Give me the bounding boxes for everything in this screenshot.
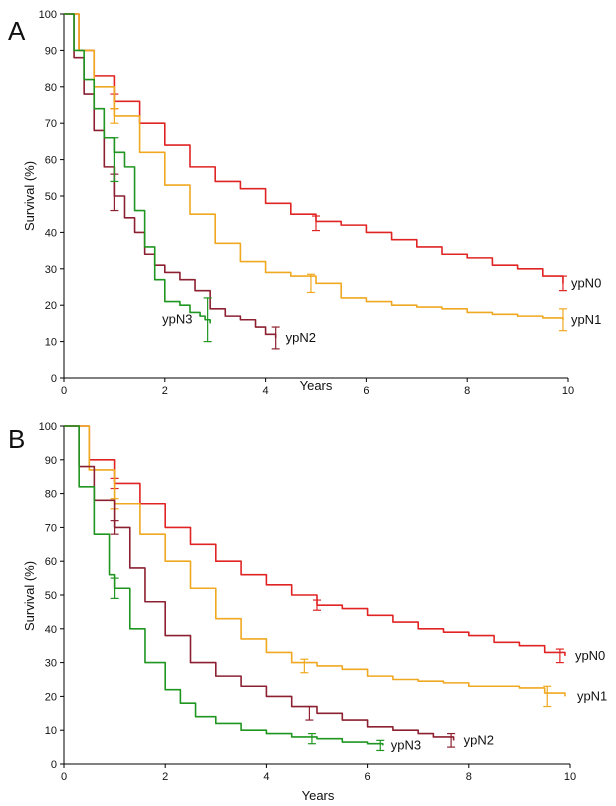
panel-a-y-axis-title: Survival (%) bbox=[22, 161, 37, 231]
panel-a-series-ypn2-line bbox=[64, 13, 277, 338]
panel-a-y-tick-label: 50 bbox=[45, 191, 57, 203]
panel-b-series-ypn2-label: ypN2 bbox=[464, 732, 494, 747]
panel-b-series-ypn1-line bbox=[64, 425, 566, 697]
panel-b-y-tick-label: 70 bbox=[45, 522, 57, 534]
panel-a-series-ypn0-line bbox=[64, 13, 564, 284]
panel-b-series-ypn2-line bbox=[64, 425, 455, 741]
panel-a-y-tick-label: 70 bbox=[45, 118, 57, 130]
panel-a-series-ypn2-label: ypN2 bbox=[286, 330, 316, 345]
panel-a: A Years Survival (%) 0102030405060708090… bbox=[8, 9, 601, 397]
panel-a-y-tick-label: 30 bbox=[45, 264, 57, 276]
panel-b-y-tick-label: 0 bbox=[51, 759, 57, 771]
panel-b-letter: B bbox=[8, 424, 25, 454]
panel-b-y-axis-title: Survival (%) bbox=[22, 561, 37, 631]
panel-a-x-axis-title: Years bbox=[300, 378, 333, 393]
panel-b-x-tick-label: 0 bbox=[61, 771, 67, 783]
panel-a-x-tick-label: 10 bbox=[562, 385, 574, 397]
panel-b-y-tick-label: 90 bbox=[45, 455, 57, 467]
panel-b-y-tick-label: 50 bbox=[45, 590, 57, 602]
panel-b-y-tick-label: 100 bbox=[39, 421, 57, 433]
panel-b-x-tick-label: 2 bbox=[162, 771, 168, 783]
panel-b-y-tick-label: 20 bbox=[45, 691, 57, 703]
panel-b-y-tick-label: 80 bbox=[45, 489, 57, 501]
panel-b-series-ypn3-line bbox=[64, 425, 384, 746]
panel-b-series-ypn0-label: ypN0 bbox=[575, 648, 605, 663]
panel-b-y-tick-label: 10 bbox=[45, 725, 57, 737]
panel-a-y-tick-label: 10 bbox=[45, 337, 57, 349]
panel-b-series-ypn1-label: ypN1 bbox=[577, 688, 607, 703]
panel-a-series-ypn1-label: ypN1 bbox=[571, 312, 601, 327]
panel-b-x-axis-title: Years bbox=[302, 788, 335, 803]
panel-b-y-tick-label: 40 bbox=[45, 624, 57, 636]
panel-a-y-tick-label: 0 bbox=[51, 373, 57, 385]
panel-b-x-tick-label: 4 bbox=[263, 771, 269, 783]
panel-a-y-tick-label: 20 bbox=[45, 300, 57, 312]
panel-a-x-tick-label: 8 bbox=[464, 385, 470, 397]
panel-a-y-tick-label: 80 bbox=[45, 82, 57, 94]
panel-a-x-tick-label: 0 bbox=[61, 385, 67, 397]
panel-a-series-ypn1-line bbox=[64, 13, 564, 320]
panel-b: B Years Survival (%) 0102030405060708090… bbox=[8, 421, 607, 803]
panel-a-x-tick-label: 4 bbox=[263, 385, 269, 397]
panel-b-series-ypn3-label: ypN3 bbox=[391, 737, 421, 752]
panel-b-y-tick-label: 30 bbox=[45, 658, 57, 670]
panel-b-x-tick-label: 6 bbox=[365, 771, 371, 783]
panel-b-y-tick-label: 60 bbox=[45, 556, 57, 568]
panel-a-y-tick-label: 100 bbox=[39, 9, 57, 21]
panel-a-series-ypn3-line bbox=[64, 13, 211, 324]
panel-b-x-tick-label: 8 bbox=[466, 771, 472, 783]
panel-a-series-ypn0-label: ypN0 bbox=[571, 275, 601, 290]
panel-a-x-tick-label: 6 bbox=[363, 385, 369, 397]
panel-b-x-tick-label: 10 bbox=[564, 771, 576, 783]
panel-a-letter: A bbox=[8, 16, 26, 46]
panel-b-series-ypn0-line bbox=[64, 425, 566, 656]
panel-a-x-tick-label: 2 bbox=[162, 385, 168, 397]
panel-a-series-ypn3-label: ypN3 bbox=[162, 311, 192, 326]
panel-a-y-tick-label: 90 bbox=[45, 45, 57, 57]
panel-a-y-tick-label: 40 bbox=[45, 227, 57, 239]
panel-a-y-tick-label: 60 bbox=[45, 155, 57, 167]
